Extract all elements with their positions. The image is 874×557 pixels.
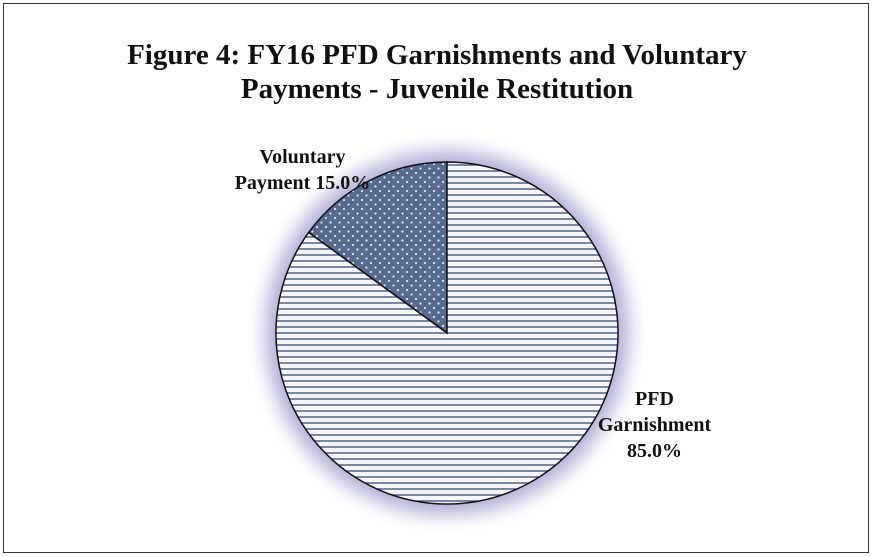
- slice-label: Voluntary Payment 15.0%: [225, 144, 380, 196]
- pie-slice: [275, 161, 619, 505]
- chart-title: Figure 4: FY16 PFD Garnishments and Volu…: [127, 39, 747, 105]
- category-label: PFD Garnishment: [597, 388, 712, 436]
- chart-frame: [3, 3, 869, 553]
- slice-label: PFD Garnishment 85.0%: [592, 386, 717, 464]
- category-label: Voluntary Payment: [234, 146, 346, 194]
- value-label: 85.0%: [627, 440, 682, 462]
- value-label: 15.0%: [315, 172, 371, 194]
- pie-slice: [307, 161, 448, 335]
